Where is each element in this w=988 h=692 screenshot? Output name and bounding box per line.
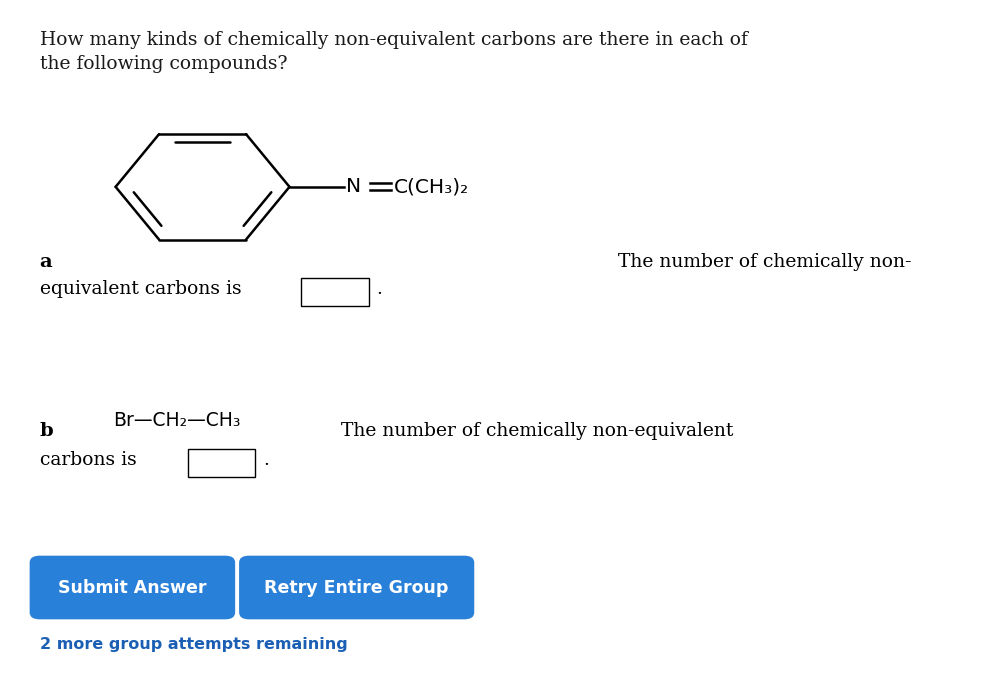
Text: equivalent carbons is: equivalent carbons is [40, 280, 241, 298]
FancyBboxPatch shape [30, 556, 235, 619]
Text: Retry Entire Group: Retry Entire Group [265, 579, 449, 597]
Text: How many kinds of chemically non-equivalent carbons are there in each of
the fol: How many kinds of chemically non-equival… [40, 31, 747, 73]
Text: The number of chemically non-: The number of chemically non- [618, 253, 911, 271]
Text: Br—CH₂—CH₃: Br—CH₂—CH₃ [114, 410, 241, 430]
Text: N: N [346, 177, 361, 197]
FancyBboxPatch shape [188, 449, 255, 477]
Text: The number of chemically non-equivalent: The number of chemically non-equivalent [341, 422, 733, 440]
Text: C(CH₃)₂: C(CH₃)₂ [394, 177, 469, 197]
Text: .: . [263, 451, 269, 469]
Text: b: b [40, 422, 53, 440]
Text: a: a [40, 253, 52, 271]
Text: Submit Answer: Submit Answer [58, 579, 206, 597]
Text: .: . [376, 280, 382, 298]
Text: 2 more group attempts remaining: 2 more group attempts remaining [40, 637, 347, 652]
FancyBboxPatch shape [239, 556, 474, 619]
FancyBboxPatch shape [301, 278, 369, 306]
Text: carbons is: carbons is [40, 451, 136, 469]
